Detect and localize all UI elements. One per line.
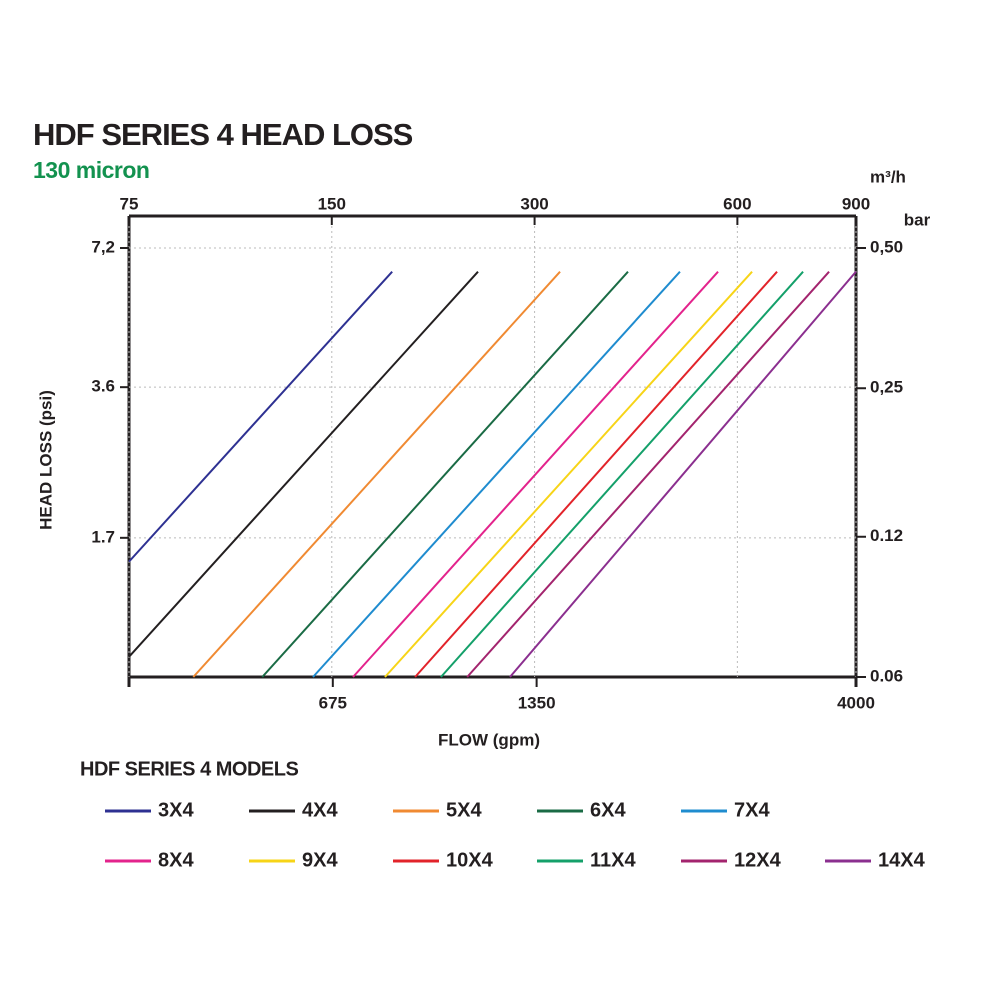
x-axis-label: FLOW (gpm): [438, 730, 540, 749]
legend-label: 12X4: [734, 849, 782, 871]
legend-label: 4X4: [302, 799, 338, 821]
x2-tick-label: 600: [723, 194, 751, 213]
x2-tick-label: 75: [120, 194, 139, 213]
legend-label: 9X4: [302, 849, 338, 871]
legend-title: HDF SERIES 4 MODELS: [80, 758, 298, 780]
y-tick-label: 1.7: [91, 527, 115, 546]
x-tick-label: 4000: [837, 693, 875, 712]
legend-label: 3X4: [158, 799, 194, 821]
chart-title: HDF SERIES 4 HEAD LOSS: [33, 117, 413, 152]
y2-tick-label: 0,25: [870, 378, 903, 397]
legend-label: 6X4: [590, 799, 626, 821]
series-line: [312, 270, 681, 678]
series-line: [440, 270, 804, 678]
series-line: [414, 270, 778, 678]
legend-label: 8X4: [158, 849, 194, 871]
legend-label: 14X4: [878, 849, 926, 871]
x2-tick-label: 150: [318, 194, 346, 213]
legend-label: 10X4: [446, 849, 494, 871]
series-line: [352, 270, 719, 678]
legend-label: 11X4: [590, 849, 636, 871]
x2-tick-label: 300: [520, 194, 548, 213]
series-line: [509, 271, 857, 678]
y2-tick-label: 0.12: [870, 526, 903, 545]
legend-label: 5X4: [446, 799, 482, 821]
series-line: [466, 270, 830, 678]
x2-axis-unit: m³/h: [870, 167, 906, 186]
legend-label: 7X4: [734, 799, 770, 821]
series-line: [128, 270, 393, 563]
series-line: [128, 270, 479, 658]
y-tick-label: 7,2: [91, 237, 115, 256]
x2-tick-label: 900: [842, 194, 870, 213]
x-tick-label: 1350: [518, 693, 556, 712]
y2-tick-label: 0,50: [870, 237, 903, 256]
series-line: [384, 270, 753, 678]
series-line: [261, 270, 629, 678]
y-tick-label: 3.6: [91, 377, 115, 396]
chart-subtitle: 130 micron: [33, 157, 149, 183]
x-tick-label: 675: [319, 693, 347, 712]
series-line: [192, 270, 561, 678]
y-axis-label: HEAD LOSS (psi): [36, 390, 55, 530]
y2-tick-label: 0.06: [870, 666, 903, 685]
y2-axis-unit: bar: [904, 210, 931, 229]
